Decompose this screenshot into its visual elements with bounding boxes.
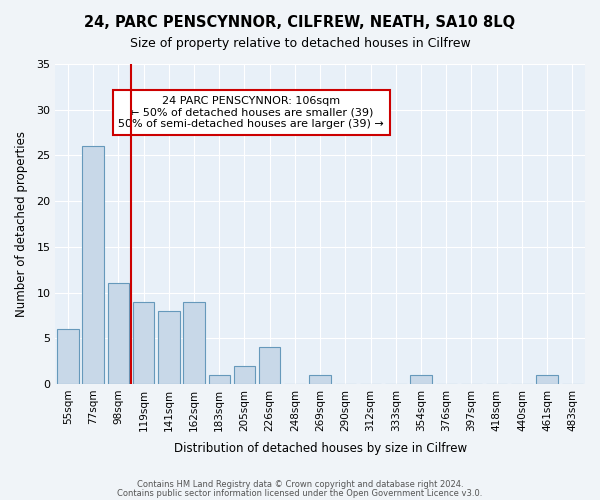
Bar bbox=[184, 302, 205, 384]
Bar bbox=[158, 311, 179, 384]
Bar bbox=[259, 348, 280, 384]
Text: Size of property relative to detached houses in Cilfrew: Size of property relative to detached ho… bbox=[130, 38, 470, 51]
Text: 24, PARC PENSCYNNOR, CILFREW, NEATH, SA10 8LQ: 24, PARC PENSCYNNOR, CILFREW, NEATH, SA1… bbox=[85, 15, 515, 30]
Bar bbox=[209, 375, 230, 384]
Bar bbox=[410, 375, 432, 384]
Bar bbox=[82, 146, 104, 384]
Bar bbox=[310, 375, 331, 384]
Bar bbox=[536, 375, 558, 384]
X-axis label: Distribution of detached houses by size in Cilfrew: Distribution of detached houses by size … bbox=[173, 442, 467, 455]
Bar bbox=[234, 366, 255, 384]
Bar bbox=[57, 329, 79, 384]
Text: Contains HM Land Registry data © Crown copyright and database right 2024.: Contains HM Land Registry data © Crown c… bbox=[137, 480, 463, 489]
Y-axis label: Number of detached properties: Number of detached properties bbox=[15, 131, 28, 317]
Text: Contains public sector information licensed under the Open Government Licence v3: Contains public sector information licen… bbox=[118, 488, 482, 498]
Bar bbox=[107, 284, 129, 384]
Text: 24 PARC PENSCYNNOR: 106sqm
← 50% of detached houses are smaller (39)
50% of semi: 24 PARC PENSCYNNOR: 106sqm ← 50% of deta… bbox=[118, 96, 384, 129]
Bar bbox=[133, 302, 154, 384]
